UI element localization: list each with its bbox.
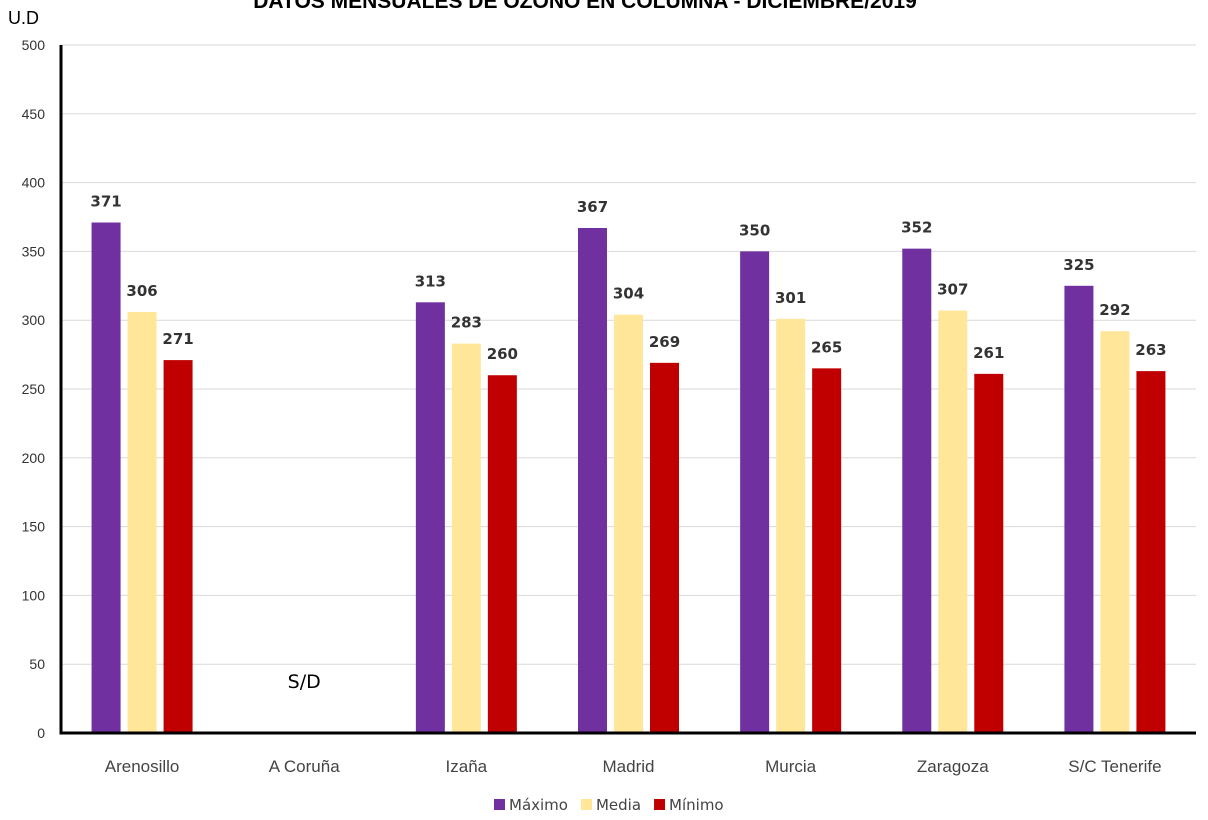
- data-label: 269: [649, 333, 680, 351]
- y-tick-labels: 0 50 100 150 200 250 300 350 400 450 500: [22, 37, 46, 741]
- x-tick-labels: Arenosillo A Coruña Izaña Madrid Murcia Zarag…: [105, 757, 1162, 776]
- data-labels: 371 306 271 313 283 260 367 304 269 350 301 265 352 3…: [90, 193, 1166, 364]
- y-tick-label: 500: [22, 37, 46, 53]
- y-tick-label: 0: [37, 725, 45, 741]
- y-tick-label: 400: [22, 175, 46, 191]
- bar: [1136, 371, 1166, 733]
- bar: [650, 362, 679, 733]
- annotation-label: S/D: [288, 671, 321, 693]
- annotations: S/D: [288, 671, 321, 693]
- bar: [578, 228, 607, 733]
- data-label: 307: [937, 281, 968, 299]
- data-label: 325: [1063, 256, 1094, 274]
- y-tick-label: 250: [22, 381, 46, 397]
- legend-swatch: [494, 799, 505, 810]
- data-label: 261: [973, 344, 1004, 362]
- y-tick-label: 200: [22, 450, 46, 466]
- x-tick-label: Arenosillo: [105, 757, 180, 776]
- legend-swatch: [580, 799, 592, 810]
- data-label: 265: [811, 338, 842, 356]
- bar: [1100, 331, 1130, 733]
- data-label: 263: [1135, 341, 1166, 359]
- data-label: 301: [775, 289, 806, 307]
- bar: [451, 343, 481, 733]
- y-tick-label: 450: [22, 106, 46, 122]
- bar: [91, 222, 121, 733]
- bar: [163, 360, 193, 733]
- bar: [776, 318, 806, 733]
- bar: [938, 310, 968, 733]
- legend: Máximo Media Mínimo: [494, 796, 724, 814]
- y-axis-label: U.D: [8, 8, 39, 28]
- legend-label: Máximo: [509, 796, 568, 814]
- x-tick-label: Zaragoza: [917, 757, 989, 776]
- data-label: 313: [415, 272, 446, 290]
- y-tick-label: 350: [22, 243, 46, 259]
- data-label: 350: [739, 221, 770, 239]
- bar: [902, 248, 932, 733]
- bars: [91, 222, 1166, 733]
- legend-label: Mínimo: [669, 796, 724, 814]
- x-tick-label: Izaña: [446, 757, 488, 776]
- bar: [487, 375, 517, 733]
- x-tick-label: A Coruña: [269, 757, 340, 776]
- y-tick-label: 50: [29, 656, 45, 672]
- y-tick-label: 300: [22, 312, 46, 328]
- bar: [614, 314, 643, 733]
- legend-swatch: [654, 799, 666, 810]
- bar: [1064, 285, 1094, 733]
- data-label: 352: [901, 219, 932, 237]
- bar: [415, 302, 445, 733]
- x-tick-label: Madrid: [603, 757, 655, 776]
- legend-label: Media: [596, 796, 641, 814]
- bar: [740, 251, 770, 733]
- data-label: 367: [577, 198, 608, 216]
- data-label: 304: [613, 285, 644, 303]
- data-label: 260: [487, 345, 518, 363]
- chart-title: DATOS MENSUALES DE OZONO EN COLUMNA - DI…: [253, 0, 917, 13]
- x-tick-label: Murcia: [765, 757, 817, 776]
- x-tick-label: S/C Tenerife: [1068, 757, 1161, 776]
- data-label: 271: [162, 330, 193, 348]
- data-label: 283: [451, 314, 482, 332]
- bar: [812, 368, 842, 733]
- y-tick-label: 150: [22, 519, 46, 535]
- data-label: 292: [1099, 301, 1130, 319]
- data-label: 371: [90, 193, 121, 211]
- bar: [127, 311, 157, 733]
- y-tick-label: 100: [22, 587, 46, 603]
- bar: [974, 373, 1004, 733]
- data-label: 306: [126, 282, 157, 300]
- axes: [59, 45, 1196, 735]
